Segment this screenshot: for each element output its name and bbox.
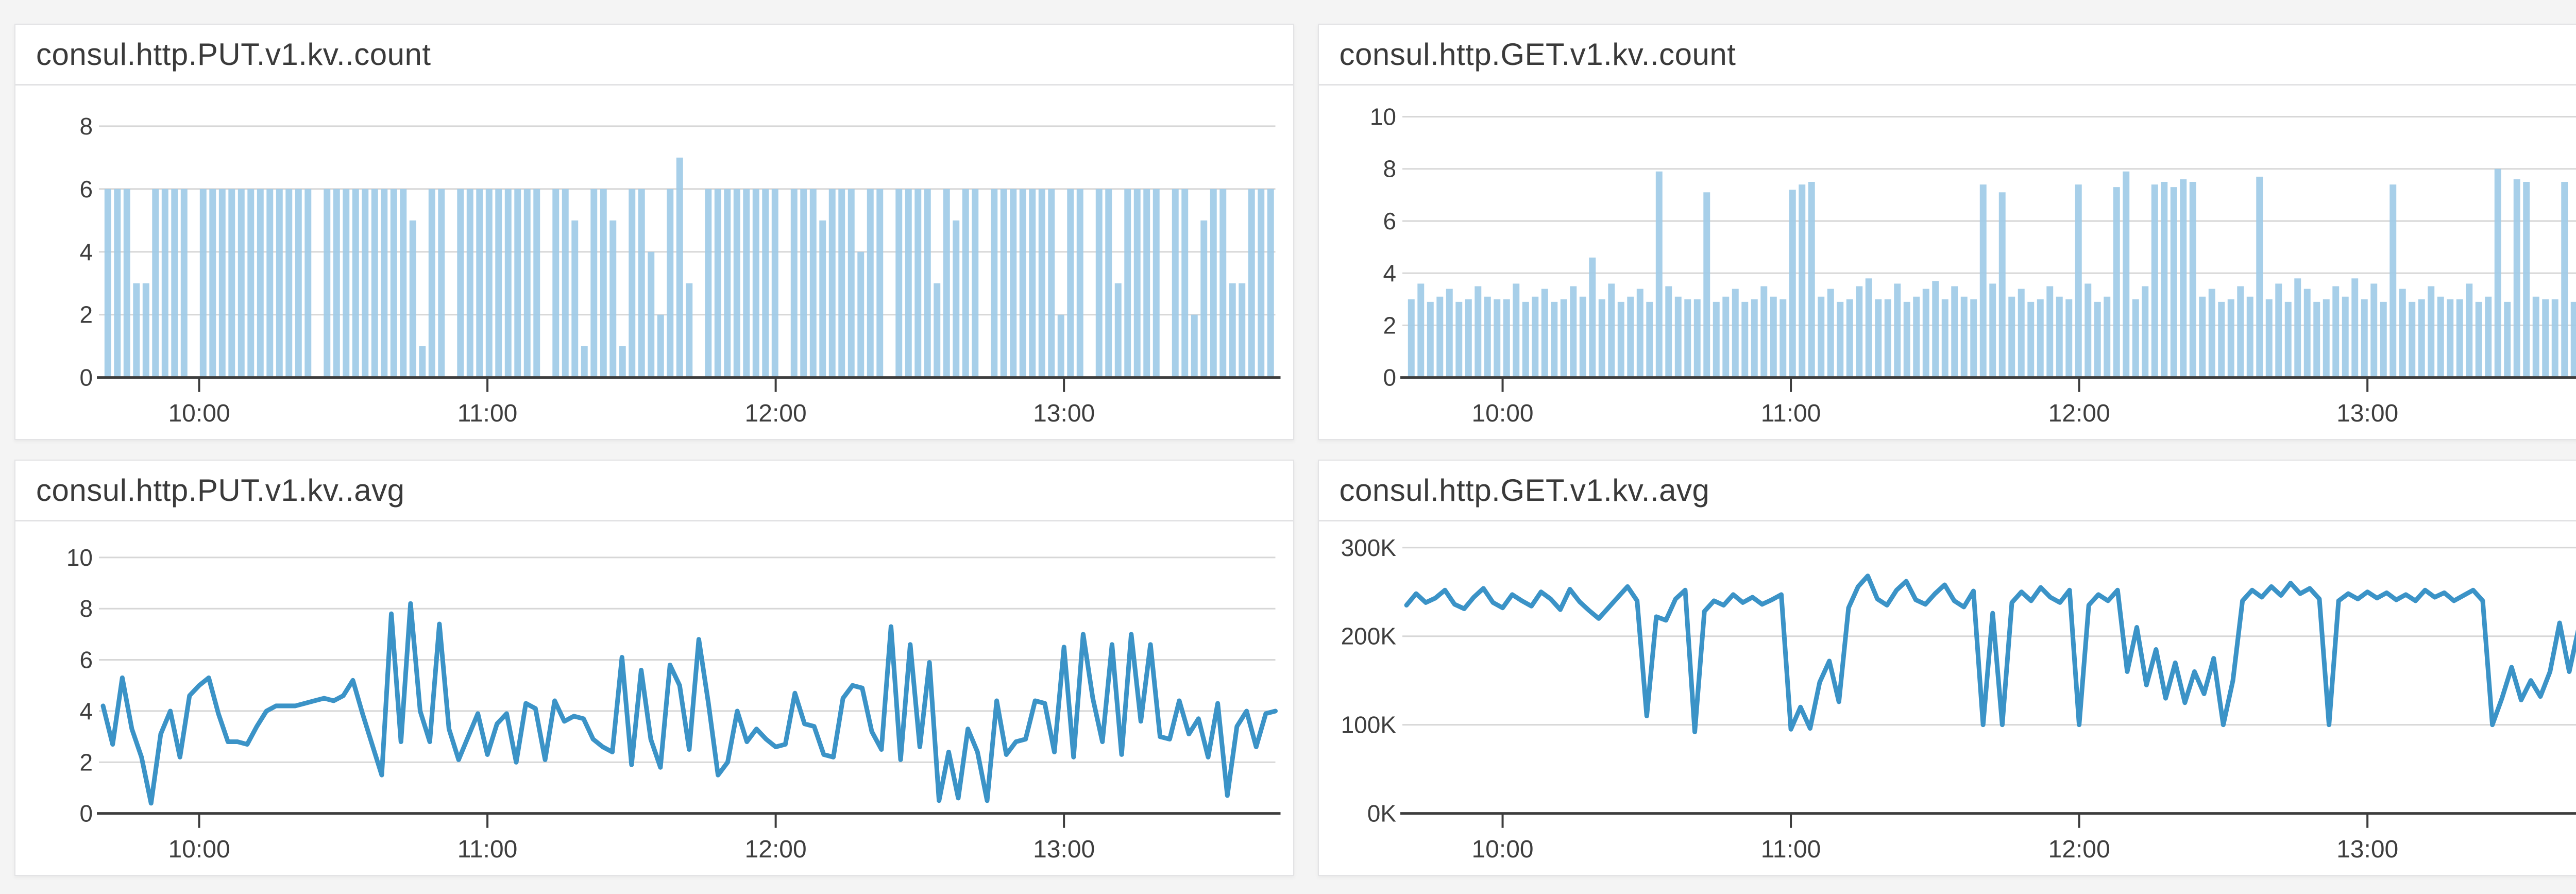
chart-svg-bar[interactable]: 10:00 11:00 12:00 13:00 0 2 4 6 8 10 [1319,86,2576,439]
panel-header: consul.http.PUT.v1.kv..count [15,25,1293,86]
svg-text:11:00: 11:00 [457,835,518,863]
svg-text:6: 6 [1383,208,1396,234]
chart-canvas-put-avg[interactable]: 10:00 11:00 12:00 13:00 0 2 4 6 8 10 [15,521,1293,875]
svg-text:2: 2 [1383,312,1396,339]
svg-text:8: 8 [79,113,93,140]
svg-text:8: 8 [79,595,93,622]
chart-canvas-put-count[interactable]: 10:00 11:00 12:00 13:00 0 2 4 6 8 [15,86,1293,439]
panel-title: consul.http.PUT.v1.kv..avg [36,473,405,508]
panel-header: consul.http.PUT.v1.kv..avg [15,461,1293,521]
svg-text:2: 2 [79,301,93,328]
svg-text:10:00: 10:00 [168,399,230,427]
svg-text:2: 2 [79,749,93,775]
svg-text:200K: 200K [1341,623,1396,650]
svg-text:0K: 0K [1367,800,1396,827]
svg-text:0: 0 [79,800,93,827]
svg-text:6: 6 [79,647,93,673]
svg-text:12:00: 12:00 [2048,835,2110,863]
svg-text:4: 4 [1383,260,1396,286]
svg-text:11:00: 11:00 [457,399,518,427]
panel-get-avg: consul.http.GET.v1.kv..avg 10:00 11:00 12:… [1317,460,2576,876]
svg-text:13:00: 13:00 [2336,835,2398,863]
svg-text:10:00: 10:00 [1471,399,1533,427]
panel-header: consul.http.GET.v1.kv..count [1318,25,2576,86]
chart-svg-bar[interactable]: 10:00 11:00 12:00 13:00 0 2 4 6 8 [15,86,1293,439]
chart-canvas-get-count[interactable]: 10:00 11:00 12:00 13:00 0 2 4 6 8 10 [1319,86,2576,439]
svg-text:0: 0 [1383,364,1396,391]
panel-get-count: consul.http.GET.v1.kv..count 10:00 11:00 1… [1317,24,2576,440]
chart-svg-line[interactable]: 10:00 11:00 12:00 13:00 0K 100K 200K 300K [1319,521,2576,875]
svg-text:4: 4 [79,239,93,265]
svg-text:300K: 300K [1341,534,1396,561]
svg-text:10: 10 [1369,103,1396,130]
panel-put-avg: consul.http.PUT.v1.kv..avg 10:00 11:00 12:… [14,460,1294,876]
svg-text:13:00: 13:00 [1033,399,1095,427]
chart-svg-line[interactable]: 10:00 11:00 12:00 13:00 0 2 4 6 8 10 [15,521,1293,875]
svg-text:100K: 100K [1341,712,1396,738]
panel-title: consul.http.PUT.v1.kv..count [36,37,431,72]
panel-put-count: consul.http.PUT.v1.kv..count 10:00 11:00 1… [14,24,1294,440]
panel-title: consul.http.GET.v1.kv..count [1339,37,1736,72]
svg-text:0: 0 [79,364,93,391]
svg-text:13:00: 13:00 [2336,399,2398,427]
svg-text:12:00: 12:00 [2048,399,2110,427]
panel-title: consul.http.GET.v1.kv..avg [1339,473,1710,508]
svg-text:8: 8 [1383,156,1396,182]
svg-text:10:00: 10:00 [168,835,230,863]
svg-text:4: 4 [79,698,93,724]
svg-text:6: 6 [79,176,93,203]
svg-text:13:00: 13:00 [1033,835,1095,863]
chart-canvas-get-avg[interactable]: 10:00 11:00 12:00 13:00 0K 100K 200K 300K [1319,521,2576,875]
svg-text:12:00: 12:00 [745,835,807,863]
panel-header: consul.http.GET.v1.kv..avg [1318,461,2576,521]
svg-text:11:00: 11:00 [1760,399,1821,427]
svg-text:10: 10 [66,544,93,571]
svg-text:10:00: 10:00 [1471,835,1533,863]
svg-text:12:00: 12:00 [745,399,807,427]
svg-text:11:00: 11:00 [1760,835,1821,863]
